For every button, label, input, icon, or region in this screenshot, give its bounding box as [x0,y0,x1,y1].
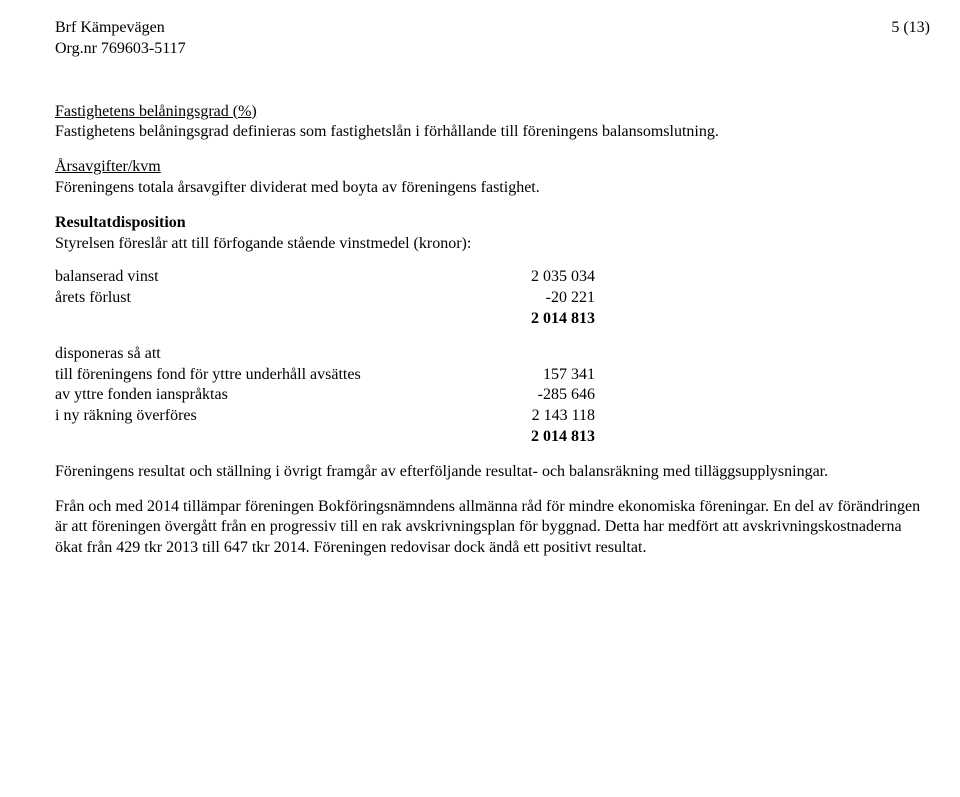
financial-row: balanserad vinst2 035 034 [55,267,930,288]
org-name: Brf Kämpevägen [55,18,186,39]
disposition-heading: Resultatdisposition [55,213,930,234]
financial-row: i ny räkning överföres2 143 118 [55,406,930,427]
disponeras-heading: disponeras så att [55,344,930,365]
financial-value: 2 014 813 [485,427,595,448]
header-left: Brf Kämpevägen Org.nr 769603-5117 [55,18,186,60]
financial-row: årets förlust-20 221 [55,288,930,309]
financial-label [55,427,485,448]
definition-1-body: Fastighetens belåningsgrad definieras so… [55,122,930,143]
financial-row: till föreningens fond för yttre underhål… [55,365,930,386]
financial-label [55,309,485,330]
definition-2-body: Föreningens totala årsavgifter dividerat… [55,178,930,199]
financial-value: 2 014 813 [485,309,595,330]
financial-value: 2 035 034 [485,267,595,288]
document-header: Brf Kämpevägen Org.nr 769603-5117 5 (13) [55,18,930,60]
financial-block-1: balanserad vinst2 035 034årets förlust-2… [55,267,930,329]
financial-value: 2 143 118 [485,406,595,427]
page-number: 5 (13) [891,18,930,39]
financial-label: balanserad vinst [55,267,485,288]
financial-label: årets förlust [55,288,485,309]
disposition-section: Resultatdisposition Styrelsen föreslår a… [55,213,930,255]
financial-value: -20 221 [485,288,595,309]
financial-label: till föreningens fond för yttre underhål… [55,365,485,386]
financial-row: 2 014 813 [55,309,930,330]
financial-value: -285 646 [485,385,595,406]
closing-paragraph-2: Från och med 2014 tillämpar föreningen B… [55,497,930,559]
document-page: Brf Kämpevägen Org.nr 769603-5117 5 (13)… [0,0,960,797]
closing-paragraph-1: Föreningens resultat och ställning i övr… [55,462,930,483]
definition-section-1: Fastighetens belåningsgrad (%) Fastighet… [55,102,930,144]
financial-label: i ny räkning överföres [55,406,485,427]
definition-section-2: Årsavgifter/kvm Föreningens totala årsav… [55,157,930,199]
org-number: Org.nr 769603-5117 [55,39,186,60]
financial-row: av yttre fonden ianspråktas-285 646 [55,385,930,406]
financial-row: 2 014 813 [55,427,930,448]
disposition-intro: Styrelsen föreslår att till förfogande s… [55,234,930,255]
financial-label: av yttre fonden ianspråktas [55,385,485,406]
definition-2-heading: Årsavgifter/kvm [55,157,930,178]
financial-value: 157 341 [485,365,595,386]
definition-1-heading: Fastighetens belåningsgrad (%) [55,102,930,123]
financial-block-2: disponeras så att till föreningens fond … [55,344,930,448]
